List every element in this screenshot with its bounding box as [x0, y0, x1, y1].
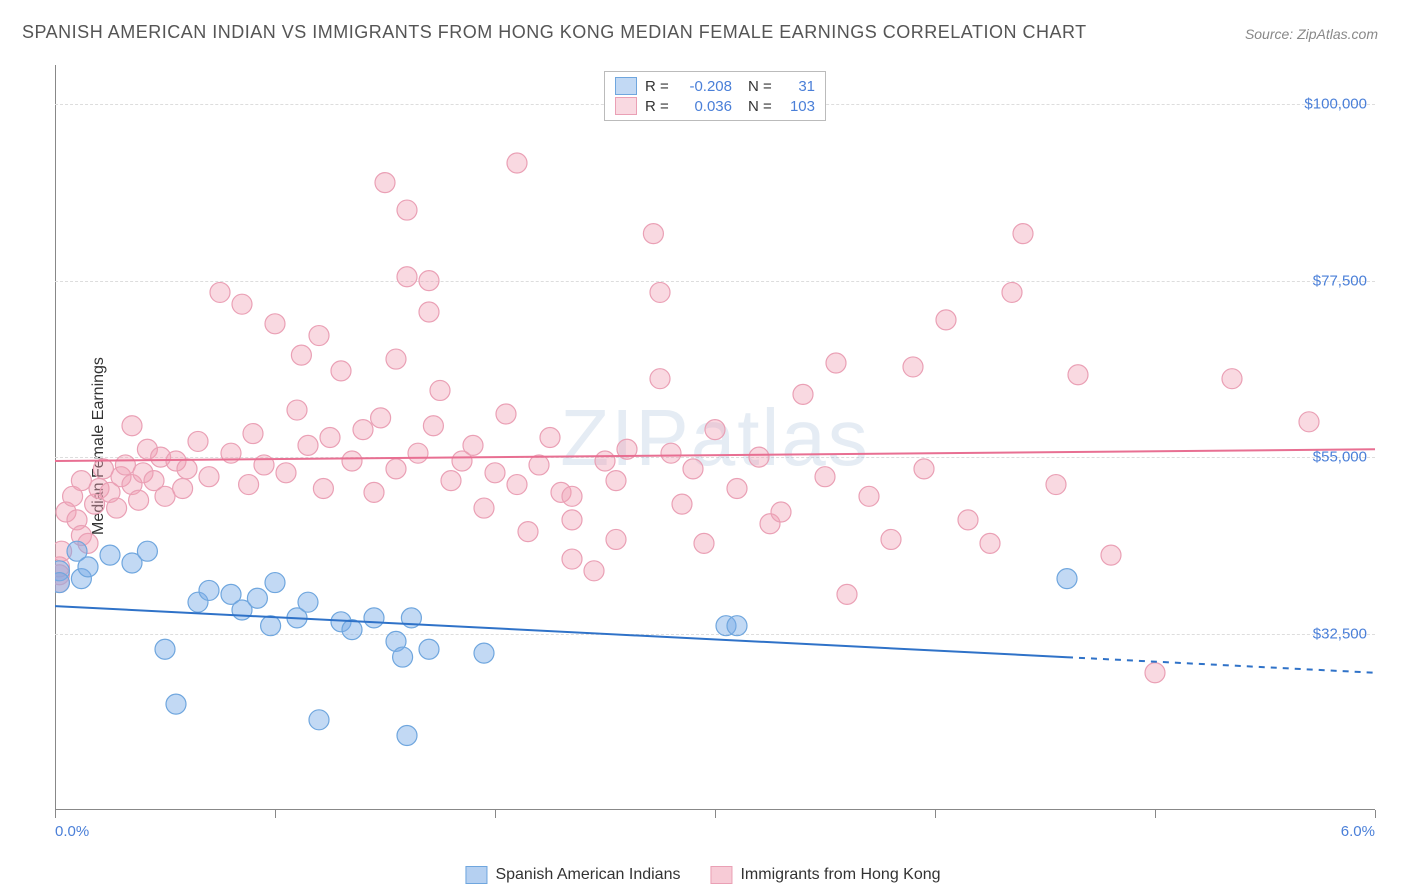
correlation-legend: R = -0.208 N = 31 R = 0.036 N = 103	[604, 71, 826, 121]
legend-row-series-b: R = 0.036 N = 103	[615, 96, 815, 116]
n-value-b: 103	[780, 98, 815, 115]
n-label: N =	[748, 98, 772, 115]
r-label: R =	[645, 78, 669, 95]
legend-swatch-b	[615, 97, 637, 115]
chart-container: SPANISH AMERICAN INDIAN VS IMMIGRANTS FR…	[0, 0, 1406, 892]
r-value-b: 0.036	[677, 98, 732, 115]
r-value-a: -0.208	[677, 78, 732, 95]
legend-label-b: Immigrants from Hong Kong	[740, 866, 940, 884]
r-label: R =	[645, 98, 669, 115]
legend-item-b: Immigrants from Hong Kong	[710, 866, 940, 884]
plot-area: ZIPatlas R = -0.208 N = 31 R = 0.036 N =…	[55, 65, 1375, 810]
source-label: Source: ZipAtlas.com	[1245, 26, 1378, 42]
plot-svg	[55, 65, 1375, 810]
series-legend: Spanish American Indians Immigrants from…	[465, 866, 940, 884]
x-tick-label: 0.0%	[55, 823, 89, 840]
n-value-a: 31	[780, 78, 815, 95]
n-label: N =	[748, 78, 772, 95]
legend-swatch-a	[615, 77, 637, 95]
legend-swatch-b-icon	[710, 866, 732, 884]
chart-title: SPANISH AMERICAN INDIAN VS IMMIGRANTS FR…	[22, 22, 1087, 43]
x-tick-label: 6.0%	[1341, 823, 1375, 840]
legend-swatch-a-icon	[465, 866, 487, 884]
legend-label-a: Spanish American Indians	[495, 866, 680, 884]
legend-item-a: Spanish American Indians	[465, 866, 680, 884]
legend-row-series-a: R = -0.208 N = 31	[615, 76, 815, 96]
